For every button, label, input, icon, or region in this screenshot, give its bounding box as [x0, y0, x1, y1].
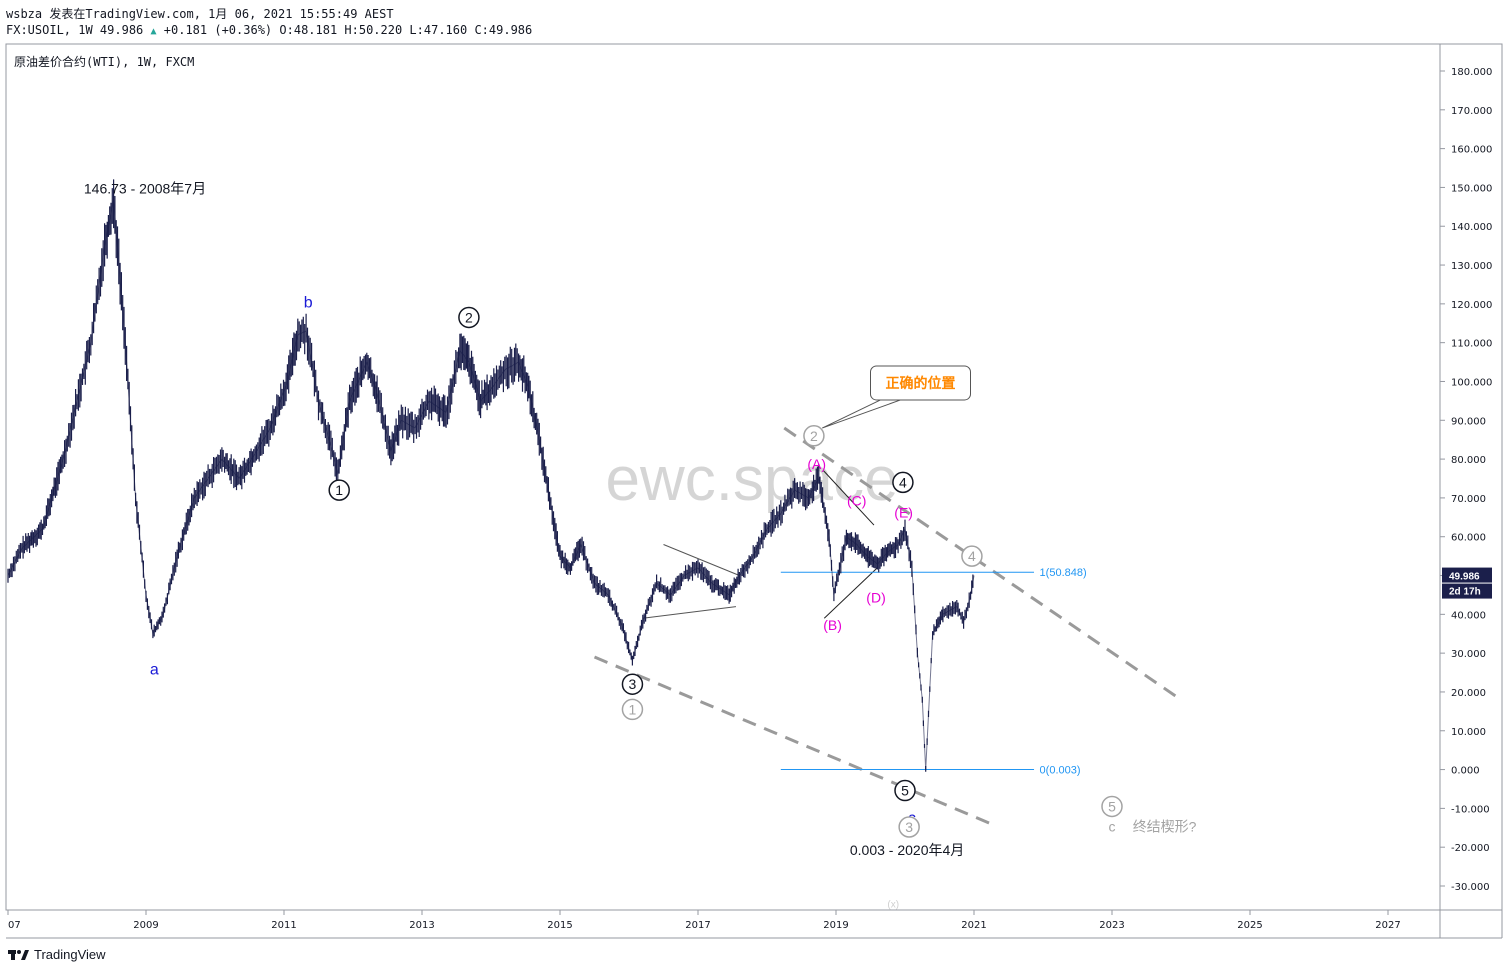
x-tick-label: 07 [8, 920, 21, 931]
price-change: +0.181 (+0.36%) [163, 23, 273, 37]
y-tick-label: 90.000 [1451, 416, 1486, 427]
y-tick-label: 110.000 [1451, 339, 1492, 350]
wave-5-circle [894, 779, 916, 802]
fib-level-0-label: 0(0.003) [1040, 765, 1081, 777]
trough-label: 0.003 - 2020年4月 [850, 842, 964, 858]
subwave-C-label: (C) [847, 493, 866, 509]
drawings: 1(50.848) 0(0.003) [593, 426, 1182, 826]
abcde-top-line [823, 470, 875, 526]
ending-wedge-label: 终结楔形? [1133, 819, 1197, 835]
wave-4-circle [892, 471, 914, 494]
x-tick-label: 2027 [1375, 920, 1400, 931]
price-line [7, 200, 975, 770]
x-tick-label: 2025 [1237, 920, 1262, 931]
peak-label: 146.73 - 2008年7月 [84, 180, 206, 196]
hidden-wave-x-label: (x) [887, 899, 899, 910]
y-tick-label: 0.000 [1451, 766, 1480, 777]
x-tick-label: 2019 [823, 920, 848, 931]
y-tick-label: 80.000 [1451, 455, 1486, 466]
countdown-tag [1442, 583, 1492, 599]
callout-pointer [821, 399, 901, 429]
subwave-D-label: (D) [866, 590, 885, 606]
price-series: 49.986 2d 17h [7, 179, 1492, 772]
publish-info: wsbza 发表在TradingView.com, 1月 06, 2021 15… [6, 7, 394, 21]
wave-1-circle [328, 479, 350, 501]
watermark: ewc.space [606, 445, 899, 514]
symbol-price: FX:USOIL, 1W 49.986 [6, 23, 144, 37]
callout-box [870, 365, 971, 401]
tradingview-footer[interactable]: TradingView [8, 947, 106, 962]
y-tick-label: 100.000 [1451, 377, 1492, 388]
ohlc-values: O:48.181 H:50.220 L:47.160 C:49.986 [279, 23, 533, 37]
y-tick-label: 180.000 [1451, 67, 1492, 78]
y-tick-label: 60.000 [1451, 533, 1486, 544]
wave-3-circle [621, 673, 644, 695]
y-tick-label: -10.000 [1451, 804, 1490, 815]
gray-wave-2-label: 2 [810, 428, 818, 444]
x-tick-label: 2011 [271, 920, 296, 931]
gray-wave-3-label: 3 [905, 819, 913, 835]
wave-5-label: 5 [901, 783, 909, 799]
wave-1-label: 1 [335, 482, 343, 498]
symbol-ohlc-line: FX:USOIL, 1W 49.986 ▲ +0.181 (+0.36%) O:… [6, 23, 532, 37]
wave-a-label: a [150, 661, 159, 678]
gray-wave-2-circle [803, 425, 825, 447]
x-tick-label: 2023 [1099, 920, 1124, 931]
gray-wave-4-circle [961, 545, 983, 567]
gray-wave-1-label: 1 [629, 701, 637, 717]
x-tick-label: 2009 [133, 920, 158, 931]
callout-text: 正确的位置 [886, 375, 956, 391]
gray-wave-1-circle [621, 698, 644, 721]
y-tick-label: -20.000 [1451, 843, 1490, 854]
last-price-value: 49.986 [1449, 572, 1480, 583]
gray-wave-5-circle [1101, 795, 1123, 818]
gray-wave-4-label: 4 [968, 548, 976, 564]
y-tick-label: 150.000 [1451, 183, 1492, 194]
y-tick-label: 40.000 [1451, 610, 1486, 621]
y-tick-label: 140.000 [1451, 222, 1492, 233]
wave-b-label: b [304, 295, 313, 312]
chart-legend-title: 原油差价合约(WTI), 1W, FXCM [14, 54, 194, 69]
y-tick-label: 30.000 [1451, 649, 1486, 660]
wave-c-gray-label: c [1109, 819, 1116, 835]
x-tick-label: 2013 [409, 920, 434, 931]
y-tick-label: 70.000 [1451, 494, 1486, 505]
y-tick-label: 20.000 [1451, 688, 1486, 699]
y-tick-label: 160.000 [1451, 145, 1492, 156]
wedge-upper-line [783, 426, 1182, 701]
tradingview-brand: TradingView [34, 947, 106, 962]
axis-ticks: 180.000170.000160.000150.000140.000130.0… [7, 67, 1492, 931]
y-tick-label: 170.000 [1451, 106, 1492, 117]
triangle-top-line [663, 544, 740, 576]
triangle-bottom-line [642, 606, 737, 619]
x-tick-label: 2015 [547, 920, 572, 931]
x-tick-label: 2017 [685, 920, 710, 931]
tradingview-logo-icon [8, 949, 29, 960]
abcde-bottom-line [823, 567, 878, 619]
subwave-E-label: (E) [894, 504, 913, 520]
wave-3-label: 3 [629, 676, 637, 692]
wave-4-label: 4 [899, 474, 907, 490]
y-tick-label: -30.000 [1451, 882, 1490, 893]
subwave-B-label: (B) [823, 617, 842, 633]
y-tick-label: 120.000 [1451, 300, 1492, 311]
bar-countdown: 2d 17h [1449, 587, 1481, 598]
x-tick-label: 2021 [961, 920, 986, 931]
last-price-tag [1442, 567, 1492, 583]
gray-wave-5-label: 5 [1108, 798, 1116, 814]
wave-2-label: 2 [465, 309, 473, 325]
wave-2-circle [458, 306, 480, 329]
up-arrow-icon: ▲ [150, 26, 157, 37]
subwave-A-label: (A) [807, 456, 826, 472]
gray-wave-3-circle [898, 816, 920, 838]
fib-level-1-label: 1(50.848) [1040, 567, 1087, 579]
y-tick-label: 10.000 [1451, 727, 1486, 738]
wedge-lower-line [593, 655, 992, 826]
y-tick-label: 130.000 [1451, 261, 1492, 272]
